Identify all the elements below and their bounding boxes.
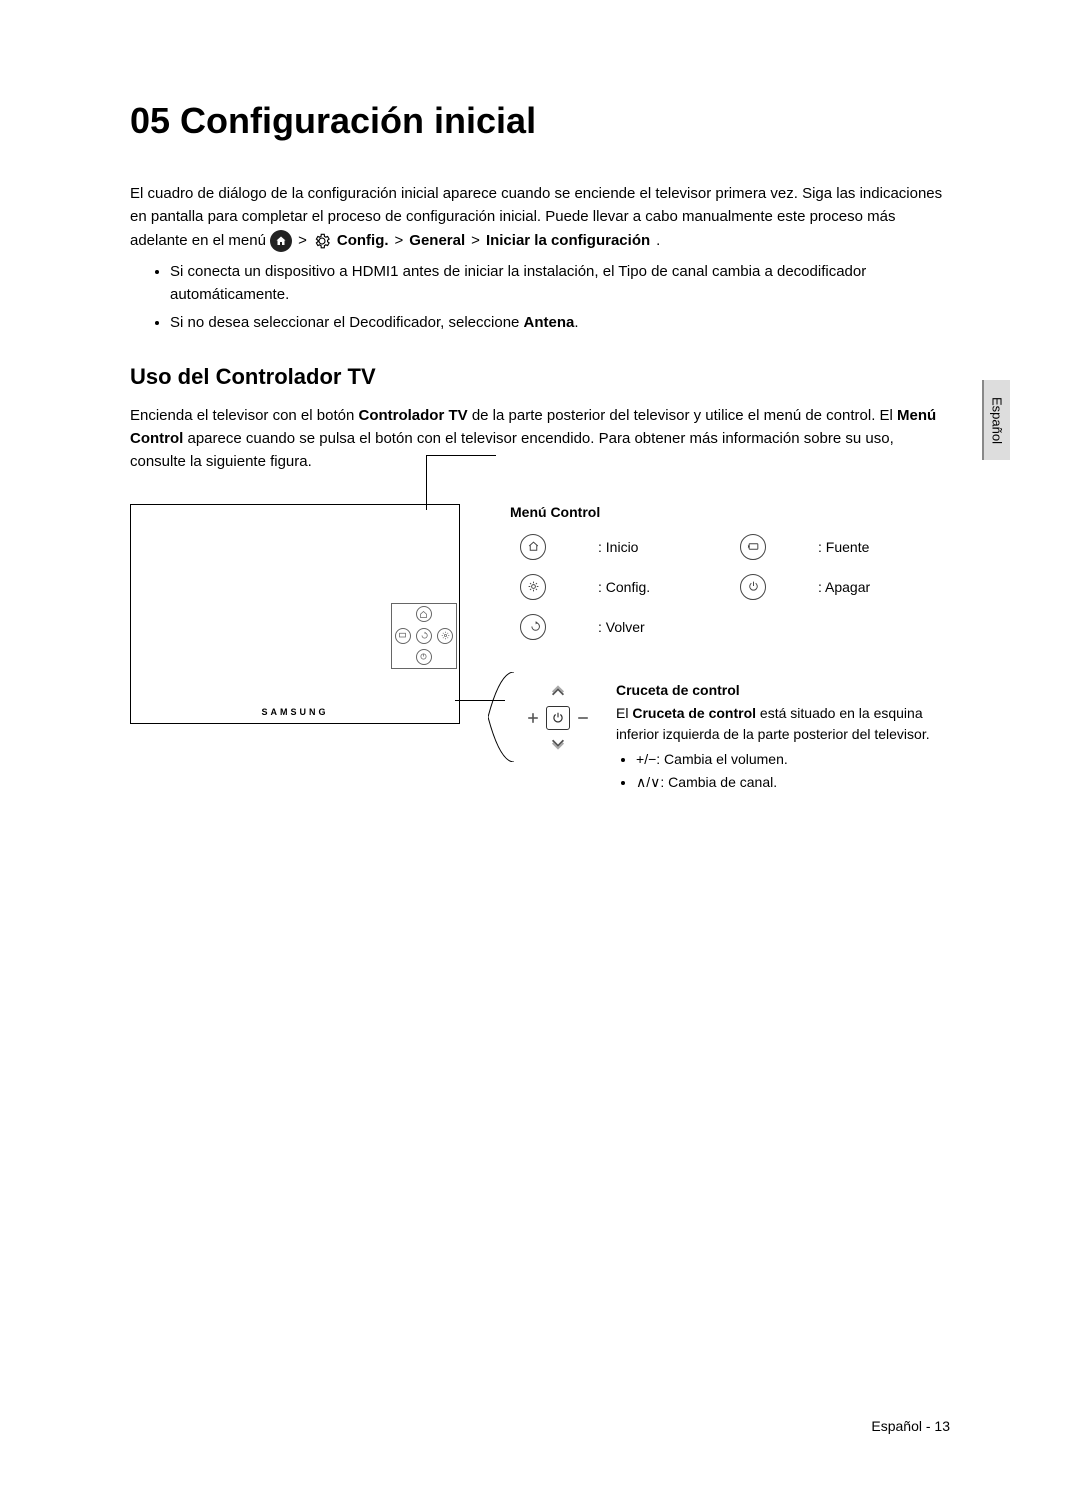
path-sep: > <box>298 229 307 252</box>
menu-control-grid: : Inicio : Fuente : Config. : Apagar : V… <box>520 534 950 640</box>
home-icon <box>520 534 546 560</box>
text: Encienda el televisor con el botón <box>130 407 358 424</box>
dpad-left-icon <box>522 707 544 729</box>
page-title: 05 Configuración inicial <box>130 100 950 142</box>
page-footer: Español - 13 <box>871 1418 950 1434</box>
tv-illustration: SAMSUNG <box>130 504 480 795</box>
gear-icon <box>313 232 331 250</box>
menu-control-title: Menú Control <box>510 504 950 520</box>
text: de la parte posterior del televisor y ut… <box>468 407 897 424</box>
control-dot-home-icon <box>416 606 432 622</box>
menu-volver-label: : Volver <box>598 619 730 635</box>
control-dot-return-icon <box>416 628 432 644</box>
dpad-center-power-icon <box>546 706 570 730</box>
control-dot-gear-icon <box>437 628 453 644</box>
bullet-text: . <box>574 314 578 331</box>
return-icon <box>520 614 546 640</box>
dpad-right-icon <box>572 707 594 729</box>
section-paragraph: Encienda el televisor con el botón Contr… <box>130 404 950 474</box>
menu-apagar-label: : Apagar <box>818 579 950 595</box>
control-panel <box>391 603 457 669</box>
menu-inicio-label: : Inicio <box>598 539 730 555</box>
tv-frame: SAMSUNG <box>130 504 460 724</box>
cruceta-description: Cruceta de control El Cruceta de control… <box>616 680 950 795</box>
plus-icon: + <box>636 751 644 767</box>
bullet-text: Si no desea seleccionar el Decodificador… <box>170 314 524 331</box>
leader-curve <box>488 672 514 762</box>
path-iniciar: Iniciar la configuración <box>486 229 650 252</box>
text: aparece cuando se pulsa el botón con el … <box>130 430 894 470</box>
chevron-up-icon: ∧ <box>636 774 646 790</box>
notes-list: Si conecta un dispositivo a HDMI1 antes … <box>170 260 950 334</box>
section-heading: Uso del Controlador TV <box>130 364 950 390</box>
path-config: Config. <box>337 229 389 252</box>
language-tab: Español <box>982 380 1010 460</box>
chevron-down-icon: ∨ <box>650 774 660 790</box>
path-general: General <box>409 229 465 252</box>
control-dot-source-icon <box>395 628 411 644</box>
text-bold: Controlador TV <box>358 407 467 424</box>
menu-config-label: : Config. <box>598 579 730 595</box>
text: : Cambia de canal. <box>660 774 777 790</box>
diagram: SAMSUNG Menú Control : Inicio <box>130 504 950 795</box>
gear-icon <box>520 574 546 600</box>
source-icon <box>740 534 766 560</box>
power-icon <box>740 574 766 600</box>
nav-path: > Config. > General > Iniciar la configu… <box>270 229 660 252</box>
menu-fuente-label: : Fuente <box>818 539 950 555</box>
text-bold: Cruceta de control <box>632 705 756 721</box>
dpad <box>520 680 596 756</box>
list-item: +/−: Cambia el volumen. <box>636 749 950 770</box>
path-sep: > <box>471 229 480 252</box>
intro-paragraph: El cuadro de diálogo de la configuración… <box>130 182 950 252</box>
language-label: Español <box>990 397 1005 444</box>
dpad-up-icon <box>547 681 569 703</box>
cruceta-block: Cruceta de control El Cruceta de control… <box>520 680 950 795</box>
home-icon <box>270 230 292 252</box>
text: El <box>616 705 632 721</box>
list-item: ∧/∨: Cambia de canal. <box>636 772 950 793</box>
annotations: Menú Control : Inicio : Fuente : Config.… <box>480 504 950 795</box>
tv-brand-label: SAMSUNG <box>131 707 459 717</box>
text: : Cambia el volumen. <box>656 751 788 767</box>
dpad-down-icon <box>547 732 569 754</box>
cruceta-desc: El Cruceta de control está situado en la… <box>616 703 950 745</box>
bullet-bold: Antena <box>524 314 575 331</box>
control-dot-power-icon <box>416 649 432 665</box>
list-item: Si no desea seleccionar el Decodificador… <box>170 311 950 334</box>
cruceta-title: Cruceta de control <box>616 680 950 701</box>
list-item: Si conecta un dispositivo a HDMI1 antes … <box>170 260 950 307</box>
path-sep: > <box>395 229 404 252</box>
leader-line <box>426 455 427 510</box>
leader-line <box>455 700 505 701</box>
leader-line <box>426 455 496 456</box>
